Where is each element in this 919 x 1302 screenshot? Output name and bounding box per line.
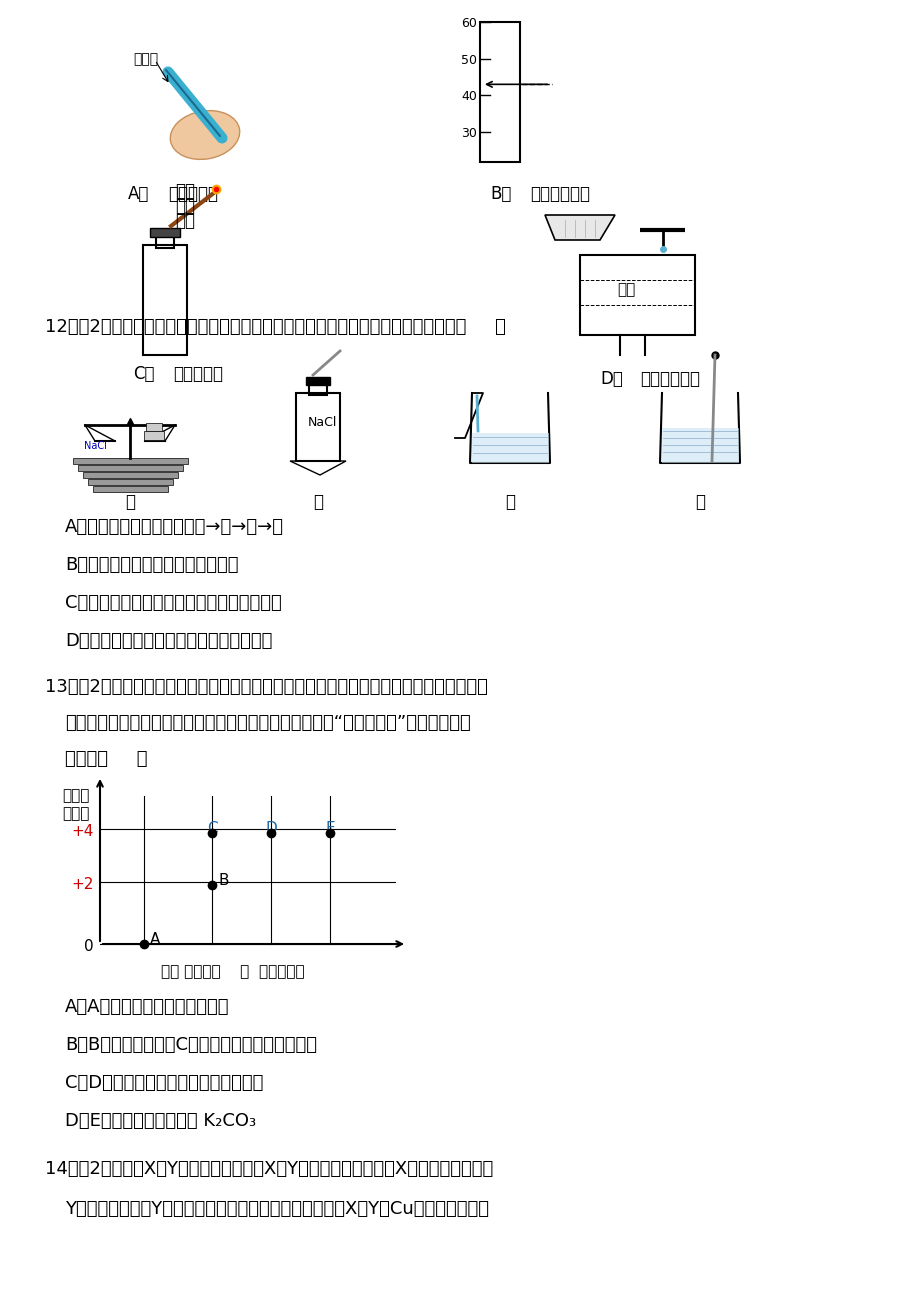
Text: A: A [150,932,161,947]
Ellipse shape [170,111,240,159]
Text: +2: +2 [72,876,94,892]
Text: 误的是（     ）: 误的是（ ） [65,750,147,768]
Bar [480,22,519,161]
Text: C．D点对应的物质很不稳定，容易分解: C．D点对应的物质很不稳定，容易分解 [65,1074,263,1092]
Text: +4: +4 [72,824,94,838]
Text: 水池: 水池 [617,283,634,297]
Text: 处理废弃药品: 处理废弃药品 [640,370,699,388]
Bar [78,465,183,471]
Text: 读取液体体积: 读取液体体积 [529,185,589,203]
Text: 丙: 丙 [505,493,515,510]
Bar [146,423,162,431]
Text: 50: 50 [460,53,476,66]
Polygon shape [544,215,614,240]
Text: B．甲中氯化钙和码码的位置放反了: B．甲中氯化钙和码码的位置放反了 [65,556,238,574]
Text: 的小: 的小 [175,197,195,215]
Text: D: D [265,822,277,836]
Text: 13．（2分）元素化合价和物质类别是认识物质的两个重要维度，构建元素化合价和物质类: 13．（2分）元素化合价和物质类别是认识物质的两个重要维度，构建元素化合价和物质… [45,678,487,697]
Text: 稀盐酸: 稀盐酸 [133,52,158,66]
Bar [579,255,694,335]
Text: NaCl: NaCl [308,417,337,428]
Bar [662,428,738,464]
Text: 别的二维图是学习化学的一种重要方法。如图是碳元素的“价类二维图”，下列说法错: 别的二维图是学习化学的一种重要方法。如图是碳元素的“价类二维图”，下列说法错 [65,713,471,732]
Bar [142,245,187,355]
Text: Y不反应；如果把Y放入到硝酸铜溶液中，无任何现象，则X、Y、Cu的金属活动性强: Y不反应；如果把Y放入到硝酸铜溶液中，无任何现象，则X、Y、Cu的金属活动性强 [65,1200,489,1217]
Text: NaCl: NaCl [84,441,107,450]
Text: 丁: 丁 [694,493,704,510]
Text: 单质 氧化物酸    盐  物质的类别: 单质 氧化物酸 盐 物质的类别 [161,963,304,979]
Text: E: E [325,822,335,836]
Text: 30: 30 [460,128,476,141]
Bar [306,378,330,385]
Bar [150,228,180,237]
Bar [156,234,174,247]
Bar [296,393,340,461]
Text: 0: 0 [85,939,94,954]
Text: B: B [218,872,228,888]
Text: C: C [207,822,217,836]
Text: A．A点对应的物质一定是金刚石: A．A点对应的物质一定是金刚石 [65,999,229,1016]
Text: 14．（2分）现有X、Y两种金属，如果把X、Y分别放入稀盐酸中，X溶解并产生氢气，: 14．（2分）现有X、Y两种金属，如果把X、Y分别放入稀盐酸中，X溶解并产生氢气… [45,1160,493,1178]
Text: D．E点对应的物质可能是 K₂CO₃: D．E点对应的物质可能是 K₂CO₃ [65,1112,255,1130]
Bar [88,479,173,486]
Text: A．配制该溶液的顺序为：乙→甲→丙→丁: A．配制该溶液的顺序为：乙→甲→丙→丁 [65,518,284,536]
Bar [471,434,549,464]
Bar [73,458,187,464]
Text: B．B点对应的物质与C点对应的物质可以相互转化: B．B点对应的物质与C点对应的物质可以相互转化 [65,1036,317,1055]
Text: 化合价: 化合价 [62,806,89,822]
Text: 取用稀盐酸: 取用稀盐酸 [168,185,218,203]
Text: C．: C． [133,365,154,383]
Text: D．丁中玻璃棒起搅拌作用，加速固体溶解: D．丁中玻璃棒起搅拌作用，加速固体溶解 [65,631,272,650]
Text: B．: B． [490,185,511,203]
Bar [83,473,177,478]
Text: C．丙步骤必须是先倒入水再放入氯化钙固体: C．丙步骤必须是先倒入水再放入氯化钙固体 [65,594,281,612]
Text: D．: D． [599,370,622,388]
Text: A．: A． [128,185,149,203]
Text: 气体的验满: 气体的验满 [173,365,222,383]
Text: 碳元素: 碳元素 [62,788,89,803]
Text: 60: 60 [460,17,476,30]
Text: 燃着: 燃着 [175,182,195,201]
Bar [93,486,168,492]
Text: 甲: 甲 [125,493,135,510]
Text: 乙: 乙 [312,493,323,510]
Bar [309,383,326,395]
Text: 木条: 木条 [175,212,195,230]
Bar [144,431,164,440]
Text: 12．（2分）一定溶质质量分数的氯化钙溶液配制过程如图所示。下列叙述错误的是（     ）: 12．（2分）一定溶质质量分数的氯化钙溶液配制过程如图所示。下列叙述错误的是（ … [45,318,505,336]
Text: 40: 40 [460,90,476,103]
